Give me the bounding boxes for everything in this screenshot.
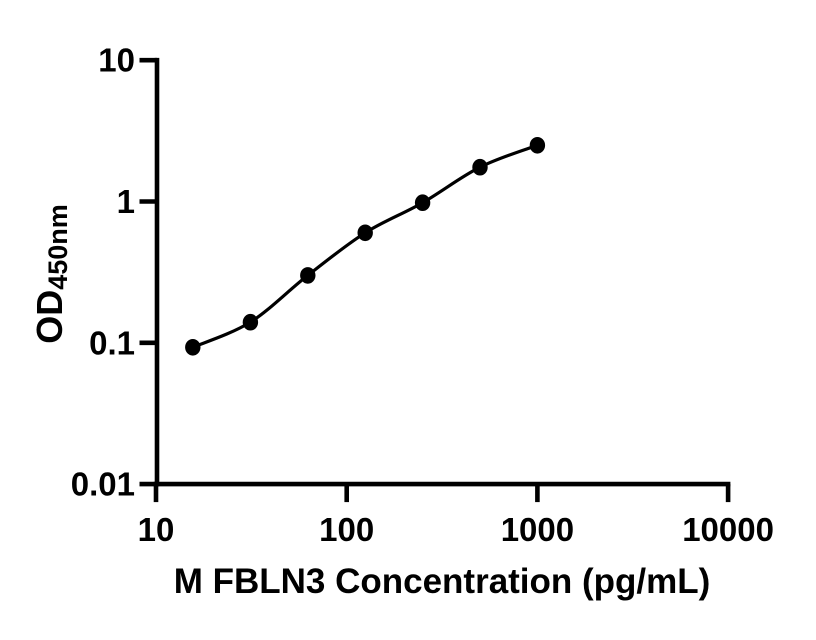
y-axis-title: OD450nm — [29, 204, 73, 344]
x-tick-label: 10 — [138, 511, 175, 548]
x-tick-label: 10000 — [682, 511, 774, 548]
x-tick-label: 100 — [319, 511, 374, 548]
data-series-layer — [185, 137, 546, 356]
data-point-marker — [300, 267, 316, 284]
y-tick-label: 1 — [117, 183, 135, 220]
data-point-marker — [414, 194, 431, 211]
data-point-marker — [242, 313, 259, 331]
data-point-marker — [472, 158, 488, 176]
y-tick-label: 10 — [98, 42, 135, 79]
y-tick-label: 0.01 — [71, 466, 135, 503]
data-point-marker — [529, 137, 546, 154]
x-axis-title: M FBLN3 Concentration (pg/mL) — [174, 562, 711, 601]
y-axis-title-main: OD — [29, 290, 70, 344]
data-point-marker — [357, 224, 373, 242]
x-tick-label: 1000 — [501, 511, 574, 548]
y-axis-title-subscript: 450nm — [43, 204, 73, 290]
y-tick-label: 0.1 — [89, 324, 135, 361]
data-point-marker — [185, 339, 201, 356]
